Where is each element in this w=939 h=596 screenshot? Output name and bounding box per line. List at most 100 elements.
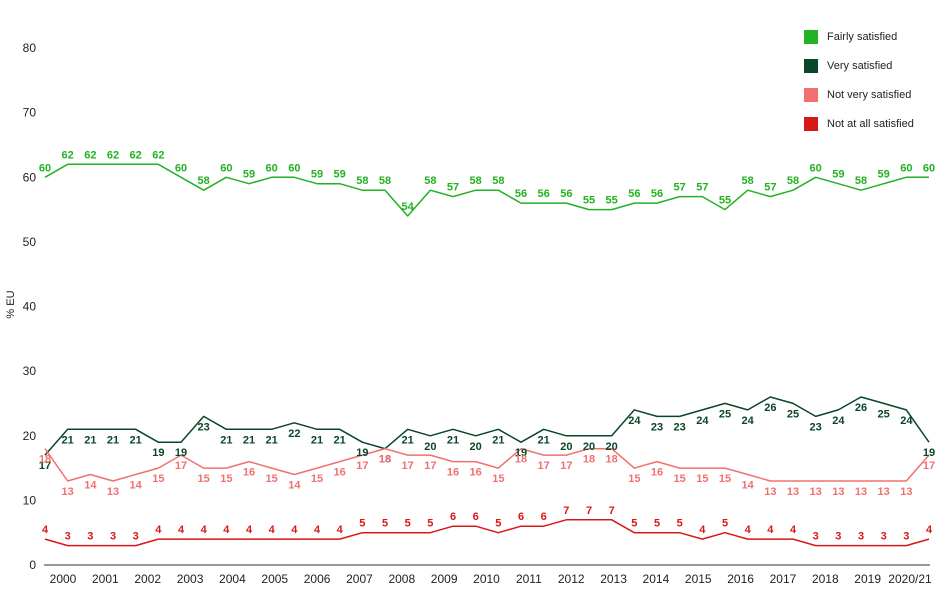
data-label: 20 (583, 441, 595, 453)
data-label: 5 (405, 518, 411, 530)
data-label: 14 (130, 480, 143, 492)
data-label: 19 (356, 447, 368, 459)
data-label: 5 (631, 518, 637, 530)
data-label: 21 (220, 434, 232, 446)
data-label: 3 (110, 531, 116, 543)
y-tick-label: 30 (23, 364, 37, 378)
data-label: 60 (288, 162, 300, 174)
data-label: 5 (382, 518, 388, 530)
data-label: 24 (742, 415, 755, 427)
data-label: 60 (900, 162, 912, 174)
data-label: 4 (178, 524, 185, 536)
y-tick-label: 60 (23, 170, 37, 184)
data-label: 4 (745, 524, 752, 536)
data-label: 5 (654, 518, 660, 530)
data-label: 4 (201, 524, 208, 536)
legend: Fairly satisfied Very satisfied Not very… (804, 22, 936, 138)
data-label: 15 (266, 473, 278, 485)
data-label: 18 (606, 454, 618, 466)
data-label: 6 (450, 511, 456, 523)
series-line-very-satisfied (44, 396, 930, 456)
data-label: 13 (855, 486, 867, 498)
y-tick-label: 0 (29, 558, 36, 572)
data-label: 17 (39, 460, 51, 472)
data-label: 23 (674, 421, 686, 433)
data-label: 6 (541, 511, 547, 523)
data-label: 13 (787, 486, 799, 498)
x-tick-label: 2013 (600, 572, 627, 586)
data-label: 16 (447, 467, 459, 479)
data-label: 4 (767, 524, 774, 536)
x-tick-label: 2010 (473, 572, 500, 586)
data-label: 5 (677, 518, 683, 530)
data-label: 24 (900, 415, 913, 427)
data-label: 3 (903, 531, 909, 543)
x-tick-label: 2011 (516, 572, 542, 586)
data-label: 56 (538, 188, 550, 200)
legend-label: Fairly satisfied (827, 30, 898, 43)
legend-swatch (804, 58, 818, 73)
data-label: 7 (563, 505, 569, 517)
data-label: 57 (447, 182, 459, 194)
data-label: 21 (311, 434, 323, 446)
legend-item-not-very-satisfied: Not very satisfied (804, 80, 936, 109)
data-label: 56 (515, 188, 527, 200)
data-label: 14 (84, 480, 97, 492)
y-tick-label: 80 (23, 41, 37, 55)
data-label: 19 (923, 447, 935, 459)
data-label: 58 (855, 175, 867, 187)
data-label: 14 (742, 480, 755, 492)
data-label: 57 (764, 182, 776, 194)
data-label: 4 (699, 524, 706, 536)
data-label: 56 (628, 188, 640, 200)
data-label: 59 (878, 169, 890, 181)
data-label: 4 (291, 524, 298, 536)
data-label: 6 (473, 511, 479, 523)
legend-label: Very satisfied (827, 59, 893, 72)
data-label: 13 (832, 486, 844, 498)
x-tick-label: 2009 (431, 572, 458, 586)
data-label: 21 (492, 434, 504, 446)
legend-item-fairly-satisfied: Fairly satisfied (804, 22, 936, 51)
data-label: 55 (583, 195, 595, 207)
data-label: 13 (62, 486, 74, 498)
series-line-not-at-all-satisfied (44, 519, 930, 547)
data-label: 57 (674, 182, 686, 194)
y-tick-label: 70 (23, 106, 37, 120)
data-label: 21 (130, 434, 142, 446)
data-label: 3 (133, 531, 139, 543)
data-label: 16 (334, 467, 346, 479)
data-label: 13 (878, 486, 890, 498)
data-label: 6 (518, 511, 524, 523)
data-label: 58 (742, 175, 754, 187)
data-label: 17 (424, 460, 436, 472)
x-tick-label: 2003 (177, 572, 204, 586)
data-label: 26 (764, 402, 776, 414)
data-label: 24 (628, 415, 641, 427)
data-label: 19 (515, 447, 527, 459)
x-tick-label: 2001 (92, 572, 119, 586)
data-label: 15 (628, 473, 640, 485)
data-label: 57 (696, 182, 708, 194)
data-label: 3 (881, 531, 887, 543)
data-label: 16 (470, 467, 482, 479)
data-label: 21 (62, 434, 74, 446)
data-label: 3 (858, 531, 864, 543)
data-label: 59 (243, 169, 255, 181)
data-label: 21 (447, 434, 459, 446)
data-label: 21 (334, 434, 346, 446)
data-label: 23 (198, 421, 210, 433)
data-label: 15 (674, 473, 686, 485)
data-label: 55 (719, 195, 731, 207)
x-tick-label: 2020/21 (888, 572, 932, 586)
data-label: 21 (243, 434, 255, 446)
x-tick-label: 2014 (643, 572, 670, 586)
data-label: 17 (923, 460, 935, 472)
data-label: 21 (266, 434, 278, 446)
data-label: 4 (790, 524, 797, 536)
data-label: 59 (334, 169, 346, 181)
x-tick-label: 2012 (558, 572, 585, 586)
y-tick-label: 10 (23, 493, 37, 507)
data-label: 60 (810, 162, 822, 174)
